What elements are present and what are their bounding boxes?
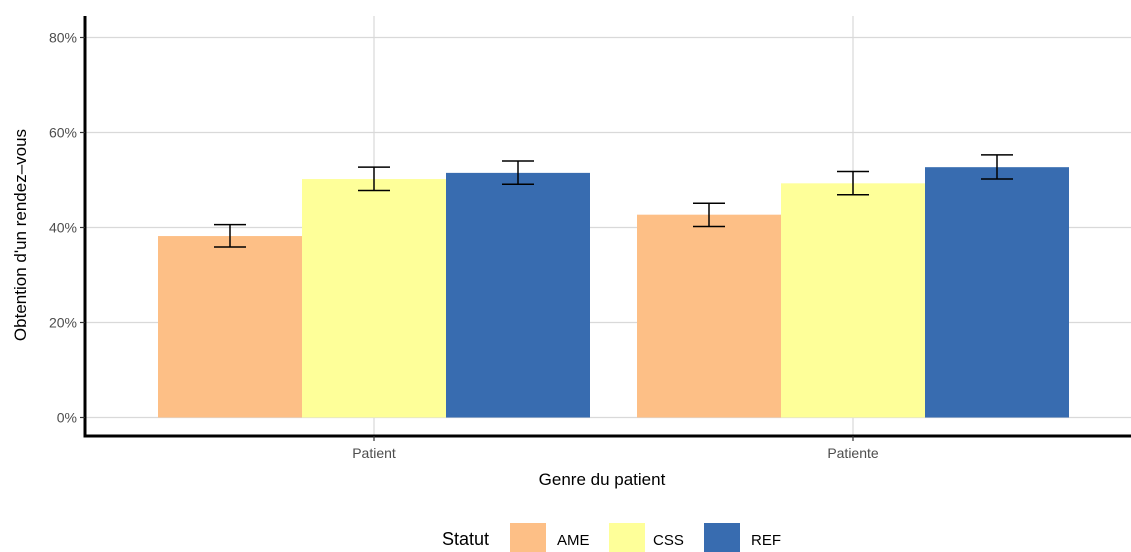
y-tick-label: 60% — [49, 125, 77, 141]
legend-label-ref: REF — [751, 532, 781, 549]
legend-key-css — [609, 523, 645, 552]
bar-ame — [158, 236, 302, 418]
y-axis-title: Obtention d'un rendez–vous — [11, 129, 30, 341]
y-tick-label: 20% — [49, 315, 77, 331]
bar-ref — [925, 167, 1069, 418]
y-tick-label: 0% — [57, 410, 77, 426]
legend-key-ame — [510, 523, 546, 552]
y-tick-label: 40% — [49, 220, 77, 236]
x-tick-label: Patient — [352, 445, 396, 461]
bar-css — [302, 179, 446, 418]
legend-label-ame: AME — [557, 532, 590, 549]
legend-title: Statut — [442, 529, 489, 549]
bar-ref — [446, 172, 590, 418]
legend-key-ref — [704, 523, 740, 552]
x-tick-label: Patiente — [827, 445, 879, 461]
bar-ame — [637, 214, 781, 418]
legend-label-css: CSS — [653, 532, 684, 549]
bar-css — [781, 183, 925, 418]
y-tick-label: 80% — [49, 30, 77, 46]
x-axis-title: Genre du patient — [539, 470, 666, 489]
